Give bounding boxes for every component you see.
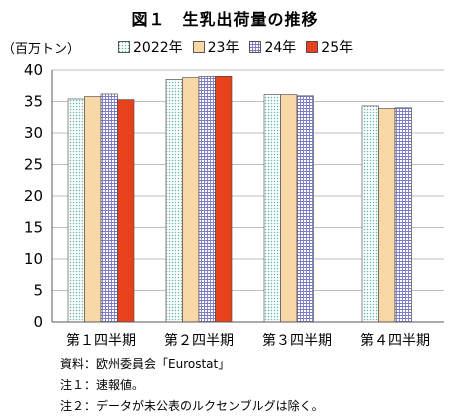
y-tick-label: 15 bbox=[24, 219, 43, 237]
bar-2022年-第１四半期 bbox=[67, 98, 85, 323]
y-tick-label: 0 bbox=[33, 313, 43, 331]
y-tick-label: 5 bbox=[33, 282, 43, 300]
y-tick-label: 30 bbox=[24, 124, 43, 142]
bar-23年-第１四半期 bbox=[84, 96, 102, 323]
legend-swatch-23 bbox=[192, 41, 205, 53]
note-source: 資料：欧州委員会「Eurostat」 bbox=[60, 357, 231, 371]
chart-title: 図１ 生乳出荷量の推移 bbox=[131, 10, 319, 29]
bar-2022年-第４四半期 bbox=[361, 105, 379, 323]
legend-swatch-24 bbox=[249, 41, 262, 53]
legend-item-23: 23年 bbox=[192, 37, 240, 57]
note-1: 注１：速報値。 bbox=[60, 378, 145, 392]
bar-chart: 0 5 10 15 20 25 30 35 40 第１四半期 第２四半期 第３四半期 第４四半期 bbox=[24, 61, 444, 349]
legend-swatch-2022 bbox=[118, 41, 130, 53]
chart-notes: 資料：欧州委員会「Eurostat」 注１：速報値。 注２：データが未公表のルク… bbox=[60, 354, 324, 417]
axes: 0 5 10 15 20 25 30 35 40 第１四半期 第２四半期 第３四半期 第４四半期 bbox=[24, 61, 444, 349]
legend-item-25: 25年 bbox=[306, 37, 353, 57]
x-tick-label: 第４四半期 bbox=[360, 332, 430, 349]
legend-item-2022: 2022年 bbox=[118, 37, 183, 57]
y-tick-label: 40 bbox=[24, 61, 43, 79]
bar-25年-第１四半期 bbox=[117, 99, 135, 323]
x-tick-label: 第１四半期 bbox=[66, 332, 136, 349]
y-tick-label: 20 bbox=[24, 187, 43, 205]
x-tick-label: 第３四半期 bbox=[262, 332, 332, 349]
note-2: 注２：データが未公表のルクセンブルグは除く。 bbox=[60, 399, 324, 413]
bar-23年-第３四半期 bbox=[280, 94, 298, 323]
y-tick-label: 25 bbox=[24, 156, 43, 174]
legend-item-24: 24年 bbox=[249, 37, 296, 57]
legend-label-23: 23年 bbox=[207, 40, 240, 56]
bar-24年-第４四半期 bbox=[394, 107, 412, 323]
chart-legend: 2022年 23年 24年 25年 bbox=[118, 37, 353, 57]
x-tick-label: 第２四半期 bbox=[164, 332, 234, 349]
bar-25年-第２四半期 bbox=[215, 76, 233, 323]
y-axis-unit-label: （百万トン） bbox=[2, 42, 81, 57]
y-tick-label: 35 bbox=[24, 93, 43, 111]
bars bbox=[67, 76, 412, 323]
bar-23年-第４四半期 bbox=[378, 108, 396, 323]
legend-label-25: 25年 bbox=[321, 40, 354, 56]
legend-label-24: 24年 bbox=[264, 40, 297, 56]
bar-24年-第１四半期 bbox=[100, 93, 118, 323]
bar-2022年-第２四半期 bbox=[165, 79, 183, 323]
legend-label-2022: 2022年 bbox=[133, 40, 183, 56]
bar-24年-第２四半期 bbox=[198, 76, 216, 323]
bar-23年-第２四半期 bbox=[182, 77, 200, 323]
legend-swatch-25 bbox=[306, 41, 319, 53]
bar-2022年-第３四半期 bbox=[263, 94, 281, 323]
y-tick-label: 10 bbox=[24, 250, 43, 268]
bar-24年-第３四半期 bbox=[296, 95, 314, 323]
